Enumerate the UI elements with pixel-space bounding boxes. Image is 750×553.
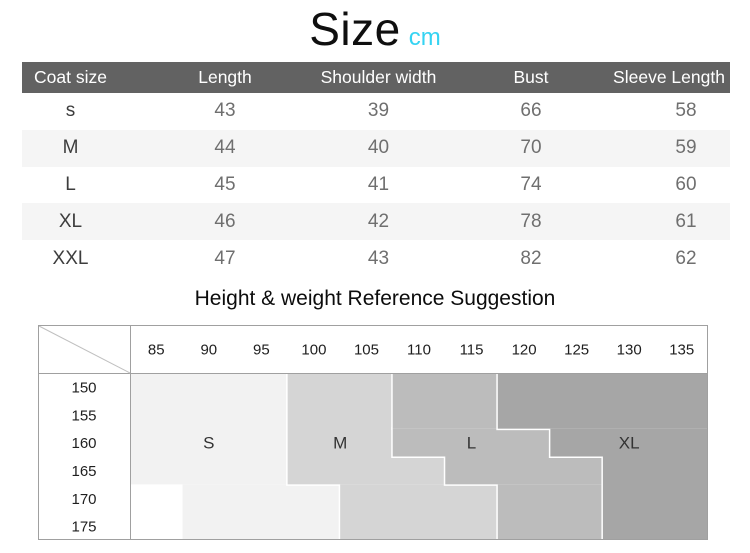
chart-title: Height & weight Reference Suggestion: [194, 287, 556, 310]
height-label: 165: [71, 463, 96, 480]
measurement-cell: 61: [675, 210, 697, 232]
zone-label-s: S: [203, 434, 214, 453]
measurement-cell: 60: [675, 173, 697, 195]
column-header: Coat size: [22, 62, 147, 93]
weight-label: 100: [301, 342, 326, 359]
chart-border: [38, 325, 708, 540]
size-table-row: XL 46 42 78 61: [22, 203, 730, 241]
weight-label: 125: [564, 342, 589, 359]
weight-label: 95: [253, 342, 270, 359]
weight-label: 105: [354, 342, 379, 359]
measurement-cell: 74: [520, 173, 542, 195]
size-name-cell: M: [62, 137, 79, 159]
weight-label: 90: [200, 342, 217, 359]
size-name-cell: XL: [58, 210, 83, 232]
measurement-cell: 44: [214, 137, 236, 159]
column-header: Sleeve Length: [608, 62, 730, 93]
size-table-body: s 43 39 66 58 M 44 40 70 59 L 45 41 74 60 XL 46 42 78 61 XXL…: [22, 93, 730, 277]
size-zone-m: M: [286, 371, 500, 540]
size-zone-xl: XL: [496, 371, 708, 540]
measurement-cell: 41: [367, 173, 390, 195]
weight-label: 85: [148, 342, 165, 359]
zone-label-l: L: [467, 434, 476, 453]
height-label: 160: [71, 435, 96, 452]
title-text: Size: [309, 3, 401, 55]
column-header: Shoulder width: [303, 62, 454, 93]
measurement-cell: 62: [675, 247, 697, 269]
size-name-cell: XXL: [52, 247, 89, 269]
zone-label-m: M: [333, 434, 347, 453]
measurement-cell: 43: [214, 100, 236, 122]
weight-label: 130: [617, 342, 642, 359]
measurement-cell: 43: [367, 247, 390, 269]
measurement-cell: 82: [520, 247, 542, 269]
measurement-cell: 42: [367, 210, 390, 232]
measurement-cell: 78: [520, 210, 542, 232]
measurement-cell: 46: [214, 210, 236, 232]
height-weight-chart: S M L XL 85 90 95 100 105 110 115 120 125 130 135 150 15…: [38, 325, 708, 540]
size-table-row: L 45 41 74 60: [22, 167, 730, 204]
weight-label: 120: [512, 342, 537, 359]
height-label: 175: [71, 519, 96, 536]
height-label: 150: [71, 379, 96, 396]
height-label: 170: [71, 491, 96, 508]
weight-label: 110: [407, 342, 431, 359]
diagonal-line: [38, 325, 131, 374]
weight-label: 135: [669, 342, 694, 359]
measurement-cell: 47: [214, 247, 236, 269]
column-header: Bust: [454, 62, 608, 93]
column-header: Length: [147, 62, 303, 93]
measurement-cell: 66: [520, 100, 542, 122]
size-name-cell: L: [65, 173, 76, 195]
measurement-cell: 39: [367, 100, 390, 122]
height-label: 155: [71, 407, 96, 424]
size-table-row: M 44 40 70 59: [22, 129, 730, 167]
measurement-cell: 58: [675, 100, 697, 122]
size-table: Coat size Length Shoulder width Bust Sleeve …: [22, 62, 730, 277]
measurement-cell: 59: [675, 137, 697, 159]
weight-label: 115: [460, 342, 484, 359]
size-table-row: s 43 39 66 58: [22, 93, 730, 130]
measurement-cell: 40: [367, 137, 390, 159]
size-table-header-row: Coat size Length Shoulder width Bust Sleeve …: [22, 62, 730, 93]
size-name-cell: s: [65, 100, 76, 122]
measurement-cell: 45: [214, 173, 236, 195]
size-zone-s: S: [128, 371, 342, 540]
zone-label-xl: XL: [619, 434, 640, 453]
size-table-row: XXL 47 43 82 62: [22, 240, 730, 277]
page-title: Size cm: [0, 0, 750, 58]
title-unit-cm: cm: [408, 24, 441, 51]
measurement-cell: 70: [520, 137, 542, 159]
